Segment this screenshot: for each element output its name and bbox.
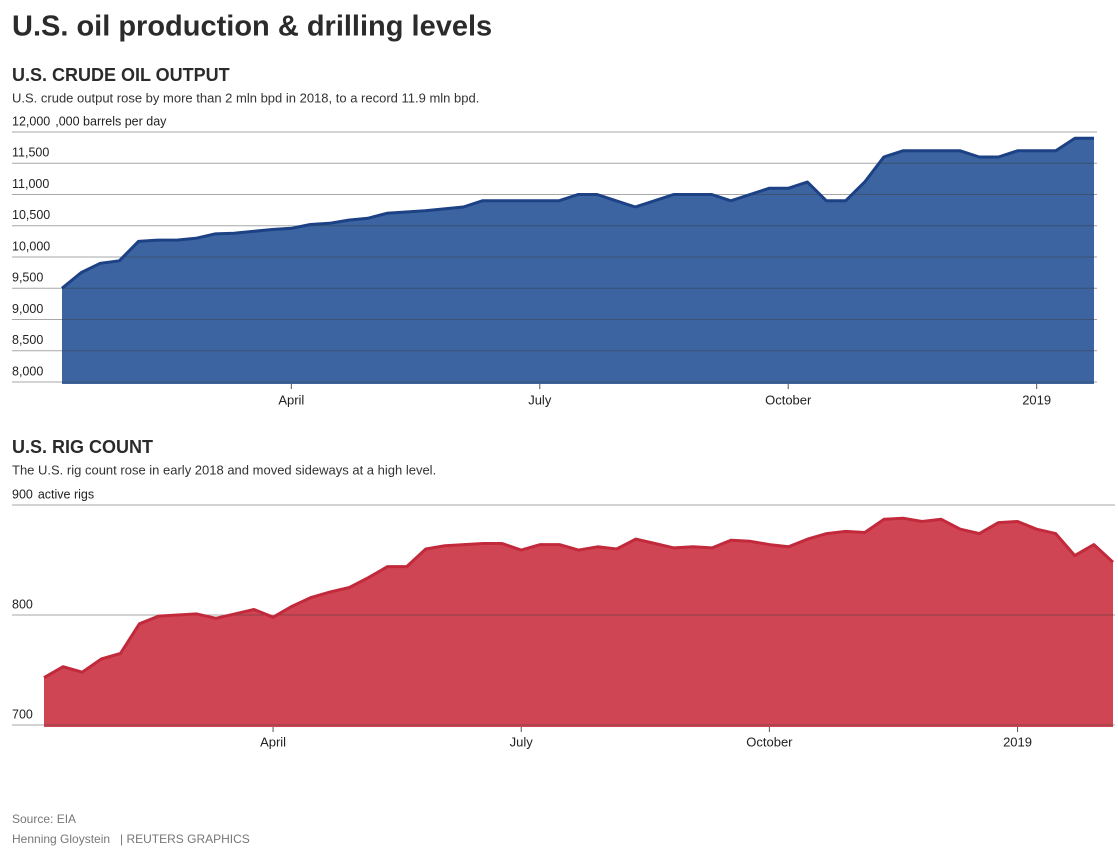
unit-label: ,000 barrels per day	[55, 114, 167, 128]
y-tick-label: 9,000	[12, 302, 43, 316]
y-tick-label: 8,500	[12, 333, 43, 347]
y-tick-label: 10,500	[12, 208, 50, 222]
x-tick-label: April	[260, 734, 286, 749]
credit: | REUTERS GRAPHICS	[120, 832, 250, 846]
x-tick-label: 2019	[1003, 734, 1032, 749]
x-tick-label: July	[510, 734, 534, 749]
y-tick-label: 9,500	[12, 271, 43, 285]
page-title: U.S. oil production & drilling levels	[12, 11, 492, 43]
x-tick-label: October	[746, 734, 793, 749]
y-tick-label: 11,000	[12, 177, 49, 191]
chart-subtitle: U.S. crude output rose by more than 2 ml…	[12, 90, 479, 105]
x-tick-label: July	[528, 392, 552, 407]
chart-subtitle: The U.S. rig count rose in early 2018 an…	[12, 462, 436, 477]
area	[44, 518, 1113, 727]
y-tick-label: 900	[12, 487, 33, 501]
x-tick-label: April	[278, 392, 304, 407]
y-tick-label: 800	[12, 597, 33, 611]
chart-title: U.S. RIG COUNT	[12, 437, 153, 457]
y-tick-label: 10,000	[12, 239, 50, 253]
line	[61, 136, 1094, 290]
source: Source: EIA	[12, 812, 76, 826]
y-tick-label: 700	[12, 707, 33, 721]
y-tick-label: 12,000	[12, 114, 50, 128]
x-tick-label: 2019	[1022, 392, 1051, 407]
unit-label: active rigs	[38, 487, 94, 501]
line	[43, 516, 1115, 679]
chart-title: U.S. CRUDE OIL OUTPUT	[12, 65, 230, 85]
byline: Henning Gloystein	[12, 832, 110, 846]
y-tick-label: 11,500	[12, 146, 49, 160]
y-tick-label: 8,000	[12, 364, 43, 378]
area	[62, 138, 1094, 384]
x-tick-label: October	[765, 392, 812, 407]
